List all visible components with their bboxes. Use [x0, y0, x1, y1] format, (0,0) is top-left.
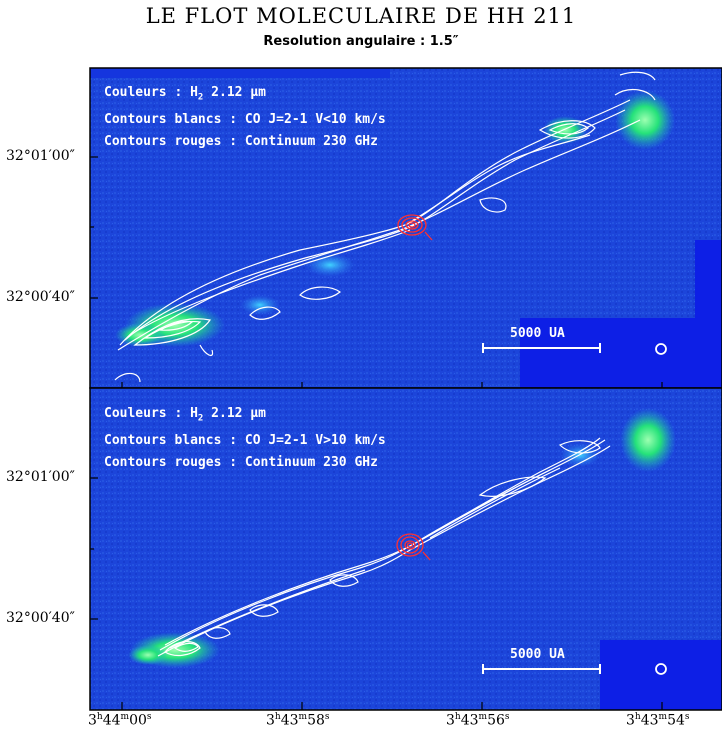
mask-region [695, 240, 722, 320]
x-tick-label: 3h43m58s [266, 712, 330, 729]
panel-bottom [89, 387, 722, 711]
h2-knot [128, 645, 168, 665]
y-tick-label: 32°01′00″ [6, 469, 75, 485]
legend-top: Couleurs : H2 2.12 μm Contours blancs : … [104, 82, 386, 153]
legend-bottom: Couleurs : H2 2.12 μm Contours blancs : … [104, 403, 386, 474]
figure-subtitle: Resolution angulaire : 1.5″ [263, 34, 459, 49]
legend-line-red-contours: Contours rouges : Continuum 230 GHz [104, 454, 378, 470]
legend-line-red-contours: Contours rouges : Continuum 230 GHz [104, 133, 378, 149]
axis-ticks [90, 156, 663, 710]
x-tick-label: 3h44m00s [88, 712, 152, 729]
h2-knot [240, 295, 280, 315]
scale-bar-top [482, 343, 601, 353]
y-tick-label: 32°00′40″ [6, 289, 75, 305]
beam-circle [655, 663, 667, 675]
mask-region [600, 640, 722, 710]
h2-knot [620, 408, 676, 472]
legend-line-colors: Couleurs : H2 2.12 μm [104, 85, 266, 103]
legend-line-colors: Couleurs : H2 2.12 μm [104, 406, 266, 424]
figure-title: LE FLOT MOLECULAIRE DE HH 211 [145, 4, 577, 28]
x-tick-label: 3h43m54s [626, 712, 690, 729]
panel-top [89, 67, 722, 389]
mask-region [520, 318, 722, 388]
scale-label-bottom: 5000 UA [510, 647, 565, 662]
legend-line-white-contours: Contours blancs : CO J=2-1 V>10 km/s [104, 432, 386, 448]
scale-bar-bottom [482, 664, 601, 674]
h2-knot [615, 90, 675, 150]
x-tick-label: 3h43m56s [446, 712, 510, 729]
continuum-contours [396, 533, 431, 561]
scale-label-top: 5000 UA [510, 326, 565, 341]
legend-line-white-contours: Contours blancs : CO J=2-1 V<10 km/s [104, 111, 386, 127]
h2-knot [305, 253, 355, 277]
y-tick-label: 32°01′00″ [6, 148, 75, 164]
beam-circle [655, 343, 667, 355]
continuum-contours [397, 214, 433, 241]
y-tick-label: 32°00′40″ [6, 610, 75, 626]
